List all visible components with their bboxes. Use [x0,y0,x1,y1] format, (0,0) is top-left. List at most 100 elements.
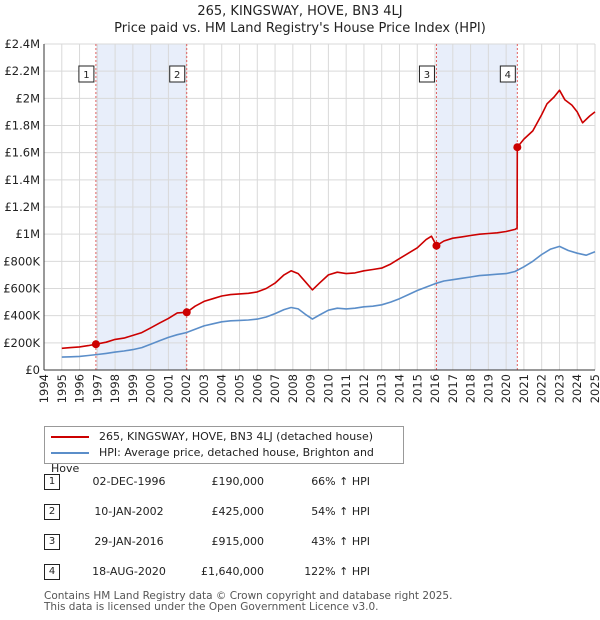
sale-label-box: 1 [78,65,95,83]
x-tick-label: 2000 [144,374,158,403]
y-tick-label: £0 [25,363,40,377]
x-tick-label: 1994 [37,374,51,403]
footer-copyright: Contains HM Land Registry data © Crown c… [44,590,453,602]
x-tick-labels: 1994 1995 1996 1997 1998 1999 2000 2001 2002 2003… [37,374,600,403]
sale-row: 4 18-AUG-2020 £1,640,000 122% ↑ HPI [44,562,384,592]
x-tick-label: 2012 [357,374,371,403]
x-tick-label: 2020 [499,374,513,403]
series-line-property [61,89,596,350]
x-tick-label: 2016 [428,374,442,403]
sale-price: £190,000 [211,475,265,488]
sale-label-text: 2 [174,70,180,81]
sale-label-rect [418,65,435,83]
sale-label-rect [78,65,95,83]
legend-swatch-property [51,436,89,438]
x-tick-label: 1998 [108,374,122,403]
x-tick-label: 2022 [535,374,549,403]
x-tick-label: 2010 [321,374,335,403]
x-tick-label: 2008 [286,374,300,403]
sale-label-box: 3 [418,65,435,83]
sale-label-box: 4 [499,65,516,83]
y-tick-label: £2M [15,91,40,105]
x-tick-label: 2019 [481,374,495,403]
sale-row: 2 10-JAN-2002 £425,000 54% ↑ HPI [44,502,384,532]
y-tick-label: £2.2M [4,64,40,78]
sale-label-boxes: 1 2 3 4 [78,65,516,83]
sale-point [513,143,522,152]
x-tick-label: 2025 [588,374,600,403]
y-tick-labels: £0 £200K £400K £600K £800K £1M £1.2M £1.4M £1.6M… [3,37,40,377]
sale-row: 3 29-JAN-2016 £915,000 43% ↑ HPI [44,532,384,562]
x-tick-label: 2011 [339,374,353,403]
x-tick-label: 1997 [90,374,104,403]
sale-price: £425,000 [211,505,265,518]
sale-hpi: 54% ↑ HPI [311,505,370,518]
y-tick-label: £1.4M [4,173,40,187]
sale-number: 1 [44,474,60,490]
x-tick-label: 2021 [517,374,531,403]
sale-label-rect [169,65,186,83]
sale-point [182,308,191,317]
legend: 265, KINGSWAY, HOVE, BN3 4LJ (detached h… [44,426,404,475]
x-tick-label: 1999 [126,374,140,403]
x-tick-label: 2015 [410,374,424,403]
x-tick-label: 2009 [304,374,318,403]
x-tick-label: 2007 [268,374,282,403]
legend-swatch-hpi [51,452,89,454]
footer: Contains HM Land Registry data © Crown c… [44,591,452,613]
x-tick-label: 2024 [570,374,584,403]
chart-subtitle: Price paid vs. HM Land Registry's House … [114,21,486,36]
x-tick-label: 2005 [233,374,247,403]
sale-hpi: 122% ↑ HPI [304,565,370,578]
series-lines [61,89,596,358]
y-tick-label: £400K [3,309,40,323]
sale-point [432,241,441,250]
x-tick-label: 2017 [446,374,460,403]
sale-date: 02-DEC-1996 [92,475,166,488]
sale-row: 1 02-DEC-1996 £190,000 66% ↑ HPI [44,472,384,502]
sale-label-text: 1 [83,70,89,81]
legend-label-property: 265, KINGSWAY, HOVE, BN3 4LJ (detached h… [99,430,374,443]
y-tick-label: £1.8M [4,119,40,133]
sale-label-text: 3 [424,70,430,81]
y-tick-label: £1M [15,227,40,241]
sale-hpi: 66% ↑ HPI [311,475,370,488]
y-tick-label: £200K [3,336,40,350]
y-tick-label: £2.4M [4,37,40,51]
footer-licence: This data is licensed under the Open Gov… [44,601,379,613]
y-tick-label: £1.6M [4,146,40,160]
legend-item-property: 265, KINGSWAY, HOVE, BN3 4LJ (detached h… [51,429,373,445]
chart-title: 265, KINGSWAY, HOVE, BN3 4LJ [197,4,403,19]
sale-number: 4 [44,564,60,580]
sale-label-text: 4 [505,70,511,81]
legend-item-hpi: HPI: Average price, detached house, Brig… [51,445,403,475]
sale-label-rect [499,65,516,83]
y-tick-label: £600K [3,282,40,296]
sale-label-box: 2 [169,65,186,83]
sale-date: 10-JAN-2002 [94,505,164,518]
sale-points [91,143,522,349]
y-tick-label: £800K [3,254,40,268]
sale-price: £1,640,000 [201,565,264,578]
axes [43,44,595,371]
sales-table: 1 02-DEC-1996 £190,000 66% ↑ HPI 2 10-JA… [44,472,384,592]
x-tick-label: 2003 [197,374,211,403]
x-tick-label: 1995 [55,374,69,403]
sale-number: 2 [44,504,60,520]
sale-date: 29-JAN-2016 [94,535,164,548]
sale-date: 18-AUG-2020 [92,565,166,578]
x-tick-label: 2004 [215,374,229,403]
x-tick-label: 1996 [73,374,87,403]
x-tick-label: 2002 [179,374,193,403]
x-tick-label: 2001 [161,374,175,403]
series-line-hpi [61,245,596,358]
sale-price: £915,000 [211,535,265,548]
x-tick-label: 2014 [392,374,406,403]
legend-label-hpi: HPI: Average price, detached house, Brig… [51,446,374,475]
sale-hpi: 43% ↑ HPI [311,535,370,548]
sale-point [91,340,100,349]
sale-number: 3 [44,534,60,550]
x-tick-label: 2013 [375,374,389,403]
x-tick-label: 2018 [464,374,478,403]
x-tick-label: 2006 [250,374,264,403]
